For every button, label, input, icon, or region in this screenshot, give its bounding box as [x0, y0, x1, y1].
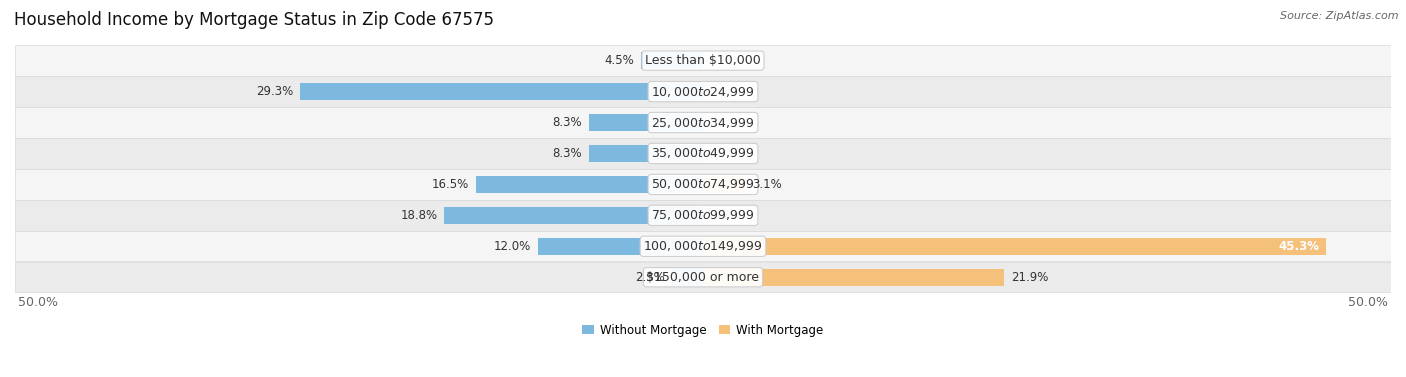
- Text: 29.3%: 29.3%: [256, 85, 292, 98]
- Text: $10,000 to $24,999: $10,000 to $24,999: [651, 84, 755, 98]
- Bar: [589, 114, 703, 131]
- Bar: [703, 269, 1004, 286]
- Text: $100,000 to $149,999: $100,000 to $149,999: [644, 239, 762, 253]
- Text: 12.0%: 12.0%: [494, 240, 531, 253]
- Bar: [299, 83, 703, 100]
- Bar: [671, 269, 703, 286]
- Text: 3.1%: 3.1%: [752, 178, 782, 191]
- Text: Source: ZipAtlas.com: Source: ZipAtlas.com: [1281, 11, 1399, 21]
- Text: $75,000 to $99,999: $75,000 to $99,999: [651, 208, 755, 222]
- Text: 16.5%: 16.5%: [432, 178, 470, 191]
- Bar: [477, 176, 703, 193]
- Bar: [15, 77, 1391, 107]
- Bar: [703, 176, 745, 193]
- Text: $35,000 to $49,999: $35,000 to $49,999: [651, 147, 755, 161]
- Text: 50.0%: 50.0%: [1348, 296, 1388, 309]
- Bar: [538, 238, 703, 255]
- Text: $150,000 or more: $150,000 or more: [647, 271, 759, 284]
- Text: 50.0%: 50.0%: [18, 296, 58, 309]
- Bar: [444, 207, 703, 224]
- Bar: [15, 262, 1391, 293]
- Bar: [589, 145, 703, 162]
- Bar: [703, 238, 1326, 255]
- Bar: [15, 46, 1391, 76]
- Text: 2.3%: 2.3%: [634, 271, 665, 284]
- Text: 21.9%: 21.9%: [1011, 271, 1049, 284]
- Text: 8.3%: 8.3%: [553, 147, 582, 160]
- Bar: [15, 231, 1391, 262]
- Text: 4.5%: 4.5%: [605, 54, 634, 67]
- Text: Household Income by Mortgage Status in Zip Code 67575: Household Income by Mortgage Status in Z…: [14, 11, 494, 29]
- Text: 18.8%: 18.8%: [401, 209, 437, 222]
- Bar: [15, 107, 1391, 138]
- Legend: Without Mortgage, With Mortgage: Without Mortgage, With Mortgage: [578, 319, 828, 341]
- Text: $50,000 to $74,999: $50,000 to $74,999: [651, 178, 755, 192]
- Text: Less than $10,000: Less than $10,000: [645, 54, 761, 67]
- Text: $25,000 to $34,999: $25,000 to $34,999: [651, 115, 755, 130]
- Bar: [641, 52, 703, 69]
- Bar: [15, 169, 1391, 199]
- Text: 45.3%: 45.3%: [1278, 240, 1319, 253]
- Text: 8.3%: 8.3%: [553, 116, 582, 129]
- Bar: [15, 138, 1391, 169]
- Bar: [15, 200, 1391, 230]
